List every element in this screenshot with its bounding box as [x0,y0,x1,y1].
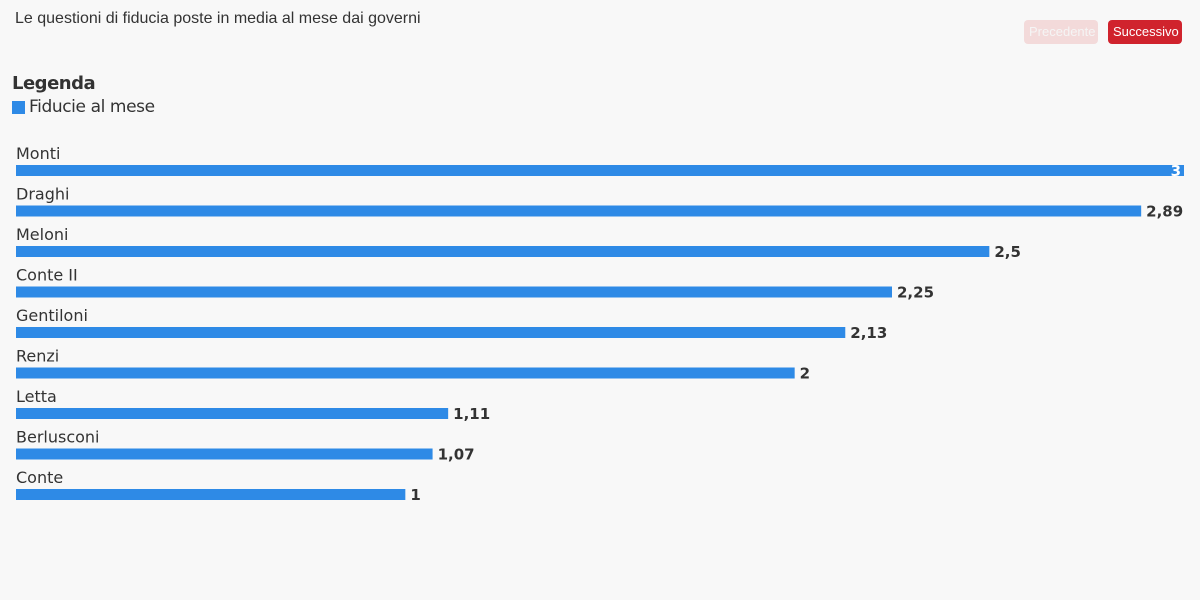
bar[interactable] [16,327,846,338]
value-label: 2 [800,365,810,383]
bar[interactable] [16,205,1142,217]
value-label: 2,89 [1146,203,1183,221]
value-label: 3 [1171,162,1181,180]
bar[interactable] [16,165,1184,176]
legend-swatch [12,100,25,114]
legend-item[interactable]: Fiducie al mese [12,97,155,117]
bar[interactable] [16,367,795,379]
value-label: 2,5 [994,243,1021,261]
category-label: Conte [16,468,63,487]
legend-title: Legenda [12,73,96,94]
value-label: 1 [410,486,420,504]
value-label: 2,13 [850,324,887,342]
category-label: Draghi [16,185,69,204]
legend-item-label: Fiducie al mese [29,97,155,117]
value-label: 1,11 [453,405,490,423]
category-label: Gentiloni [16,306,88,325]
category-label: Letta [16,387,57,406]
bar[interactable] [16,489,406,500]
bar[interactable] [16,408,449,419]
previous-button[interactable]: Precedente [1024,20,1098,44]
value-label: 2,25 [897,284,934,302]
category-label: Meloni [16,225,68,244]
bar[interactable] [16,246,990,257]
bar[interactable] [16,286,892,298]
bar[interactable] [16,448,433,460]
next-button[interactable]: Successivo [1108,20,1182,44]
category-label: Renzi [16,347,59,366]
category-label: Monti [16,144,60,163]
category-label: Berlusconi [16,428,100,447]
value-label: 1,07 [438,446,475,464]
chart-title: Le questioni di fiducia poste in media a… [15,10,421,27]
category-label: Conte II [16,266,78,285]
